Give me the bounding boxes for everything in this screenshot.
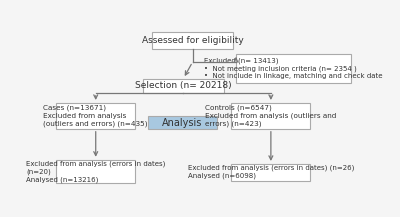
FancyBboxPatch shape [56,160,135,183]
FancyBboxPatch shape [56,103,135,129]
FancyBboxPatch shape [152,32,233,49]
Text: Cases (n=13671)
Excluded from analysis
(outliers and errors) (n=435): Cases (n=13671) Excluded from analysis (… [44,105,148,127]
Text: Assessed for eligibility: Assessed for eligibility [142,36,244,45]
FancyBboxPatch shape [236,54,351,83]
FancyBboxPatch shape [231,103,310,129]
FancyBboxPatch shape [231,164,310,181]
Text: Excluded from analysis (errors in dates) (n=26)
Analysed (n=6098): Excluded from analysis (errors in dates)… [188,165,354,179]
Text: Excluded from analysis (errors in dates)
(n=20)
Analysed (n=13216): Excluded from analysis (errors in dates)… [26,160,166,183]
Text: Excluded (n= 13413)
•  Not meeting inclusion criteria (n= 2354 )
•  Not include : Excluded (n= 13413) • Not meeting inclus… [204,57,382,79]
Text: Controls (n=6547)
Excluded from analysis (outliers and
errors) (n=423): Controls (n=6547) Excluded from analysis… [205,105,336,127]
Text: Selection (n= 20218): Selection (n= 20218) [135,81,232,90]
FancyBboxPatch shape [143,79,224,93]
FancyBboxPatch shape [148,116,218,129]
Text: Analysis: Analysis [162,118,203,128]
